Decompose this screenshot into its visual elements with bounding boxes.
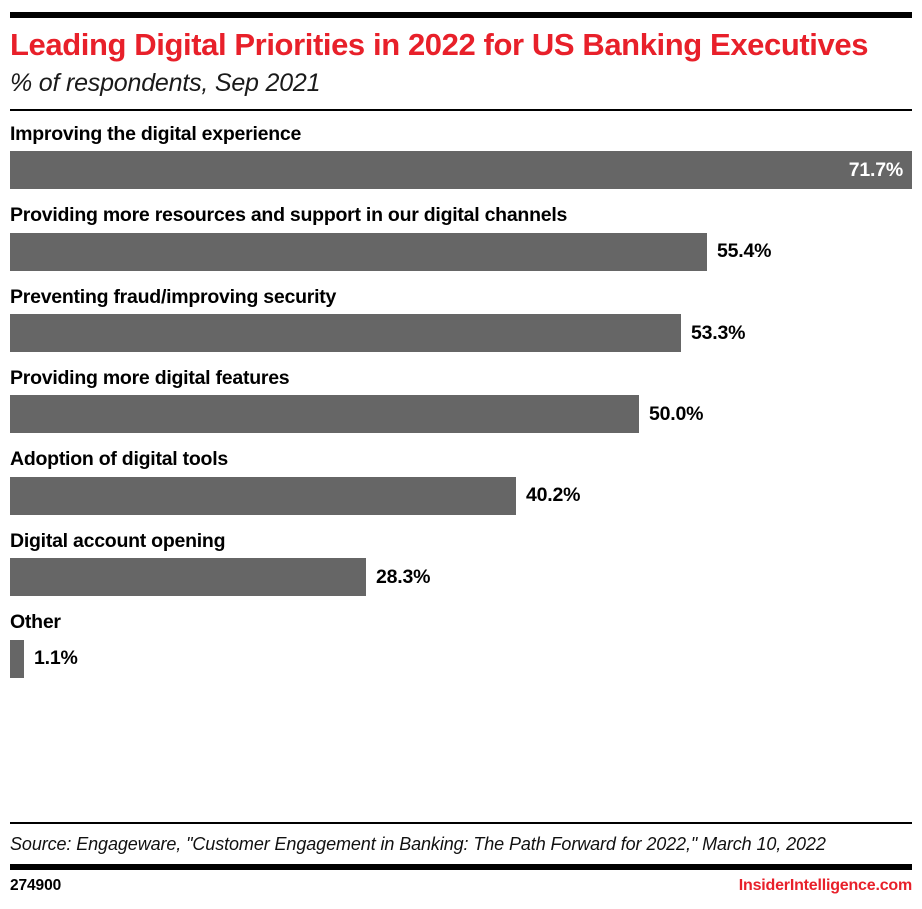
bar-value-label: 50.0% [649, 402, 704, 425]
chart-header: Leading Digital Priorities in 2022 for U… [10, 18, 912, 98]
bar-track: 1.1% [10, 639, 912, 678]
bar-fill[interactable] [10, 639, 24, 678]
chart-page: Leading Digital Priorities in 2022 for U… [0, 12, 922, 909]
footer-bottom-rule [10, 864, 912, 870]
bar-value-label: 53.3% [691, 321, 746, 344]
bar-category-label: Other [10, 611, 61, 634]
bar-fill[interactable] [10, 395, 639, 434]
chart-subtitle: % of respondents, Sep 2021 [10, 69, 321, 98]
bar-track: 71.7% [10, 151, 912, 190]
bar-fill[interactable] [10, 476, 516, 515]
bar-value-label: 40.2% [526, 484, 581, 507]
bar-row: Providing more digital features 50.0% [10, 367, 912, 434]
top-rule [10, 12, 912, 18]
bar-row: Digital account opening 28.3% [10, 529, 912, 597]
chart-id: 274900 [10, 877, 62, 894]
bar-category-label: Providing more resources and support in … [10, 204, 568, 227]
brand-link[interactable]: InsiderIntelligence.com [738, 877, 912, 894]
bar-value-label: 28.3% [376, 565, 431, 588]
bar-row: Improving the digital experience 71.7% [10, 122, 912, 190]
bar-row: Providing more resources and support in … [10, 204, 912, 271]
bar-row: Other 1.1% [10, 611, 912, 678]
bar-fill[interactable]: 71.7% [10, 151, 912, 190]
source-note: Source: Engageware, "Customer Engagement… [10, 833, 826, 854]
bar-track: 40.2% [10, 476, 912, 515]
bar-track: 53.3% [10, 314, 912, 353]
bar-value-label: 55.4% [717, 240, 772, 263]
bar-row: Adoption of digital tools 40.2% [10, 448, 912, 515]
bar-track: 55.4% [10, 232, 912, 271]
bar-value-label: 71.7% [848, 158, 903, 181]
bar-category-label: Digital account opening [10, 529, 226, 552]
bar-category-label: Adoption of digital tools [10, 448, 228, 471]
page-title: Leading Digital Priorities in 2022 for U… [10, 27, 869, 62]
bar-category-label: Preventing fraud/improving security [10, 285, 337, 308]
bar-row: Preventing fraud/improving security 53.3% [10, 285, 912, 353]
bar-track: 28.3% [10, 558, 912, 597]
bar-category-label: Providing more digital features [10, 367, 290, 390]
bar-fill[interactable] [10, 558, 366, 597]
chart-footer: Source: Engageware, "Customer Engagement… [10, 821, 912, 909]
header-divider-rule [10, 108, 912, 111]
footer-top-rule [10, 821, 912, 824]
bar-fill[interactable] [10, 314, 681, 353]
bar-value-label: 1.1% [34, 647, 78, 670]
bar-fill[interactable] [10, 232, 707, 271]
bar-chart: Improving the digital experience 71.7% Pro… [10, 111, 912, 678]
bar-track: 50.0% [10, 395, 912, 434]
bar-category-label: Improving the digital experience [10, 122, 302, 145]
footer-meta: 274900 InsiderIntelligence.com [10, 870, 912, 909]
